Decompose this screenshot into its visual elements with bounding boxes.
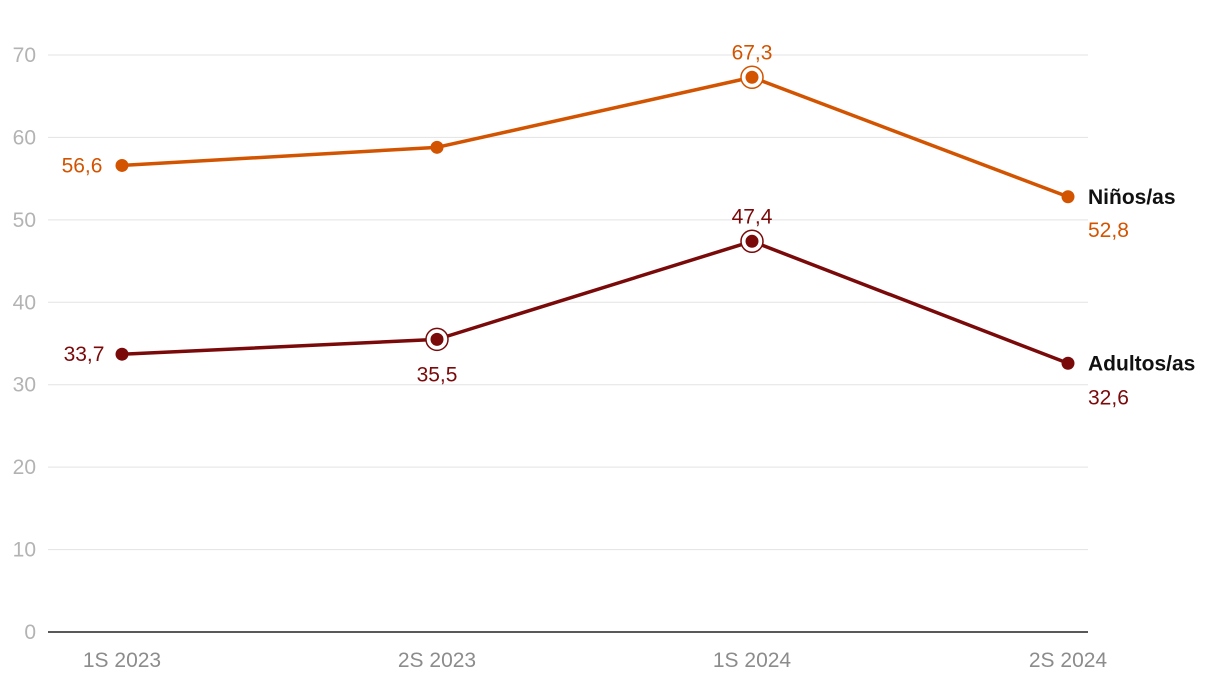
data-point-ninos-1 — [430, 140, 444, 154]
data-label-adultos-3: 32,6 — [1088, 386, 1129, 409]
y-tick-label-50: 50 — [13, 209, 36, 232]
data-point-adultos-1 — [430, 332, 444, 346]
x-tick-label-3: 2S 2024 — [1029, 649, 1108, 672]
series-line-adultos — [120, 239, 1070, 366]
data-label-adultos-1: 35,5 — [417, 363, 458, 386]
label-layer: 56,6 67,3 52,8 Niños/as 33,7 35,5 47,4 32,6 Adul… — [62, 41, 1196, 409]
y-tick-label-40: 40 — [13, 291, 36, 314]
data-point-ninos-0 — [115, 158, 129, 172]
data-label-ninos-0: 56,6 — [62, 154, 103, 177]
x-tick-label-2: 1S 2024 — [713, 649, 792, 672]
y-tick-label-0: 0 — [24, 621, 36, 644]
data-point-adultos-2 — [745, 234, 759, 248]
series-line-ninos — [120, 75, 1070, 199]
y-tick-label-10: 10 — [13, 539, 36, 562]
data-point-ninos-2 — [745, 70, 759, 84]
data-label-ninos-3: 52,8 — [1088, 219, 1129, 242]
axis-layer: 0 10 20 30 40 50 60 70 1S 2023 2S 2023 1S 2024 2S 2… — [13, 44, 1108, 672]
x-tick-label-0: 1S 2023 — [83, 649, 161, 672]
series-name-ninos: Niños/as — [1088, 186, 1176, 209]
data-point-adultos-3 — [1061, 356, 1075, 370]
y-tick-label-70: 70 — [13, 44, 36, 67]
data-point-ninos-3 — [1061, 190, 1075, 204]
data-label-adultos-0: 33,7 — [64, 343, 105, 366]
grid-layer — [48, 54, 1088, 551]
series-name-adultos: Adultos/as — [1088, 352, 1195, 375]
x-tick-label-1: 2S 2023 — [398, 649, 476, 672]
data-point-adultos-0 — [115, 347, 129, 361]
y-tick-label-20: 20 — [13, 456, 36, 479]
data-label-adultos-2: 47,4 — [732, 205, 773, 228]
series-layer — [115, 65, 1075, 370]
y-tick-label-30: 30 — [13, 374, 36, 397]
data-label-ninos-2: 67,3 — [732, 41, 773, 64]
y-tick-label-60: 60 — [13, 126, 36, 149]
